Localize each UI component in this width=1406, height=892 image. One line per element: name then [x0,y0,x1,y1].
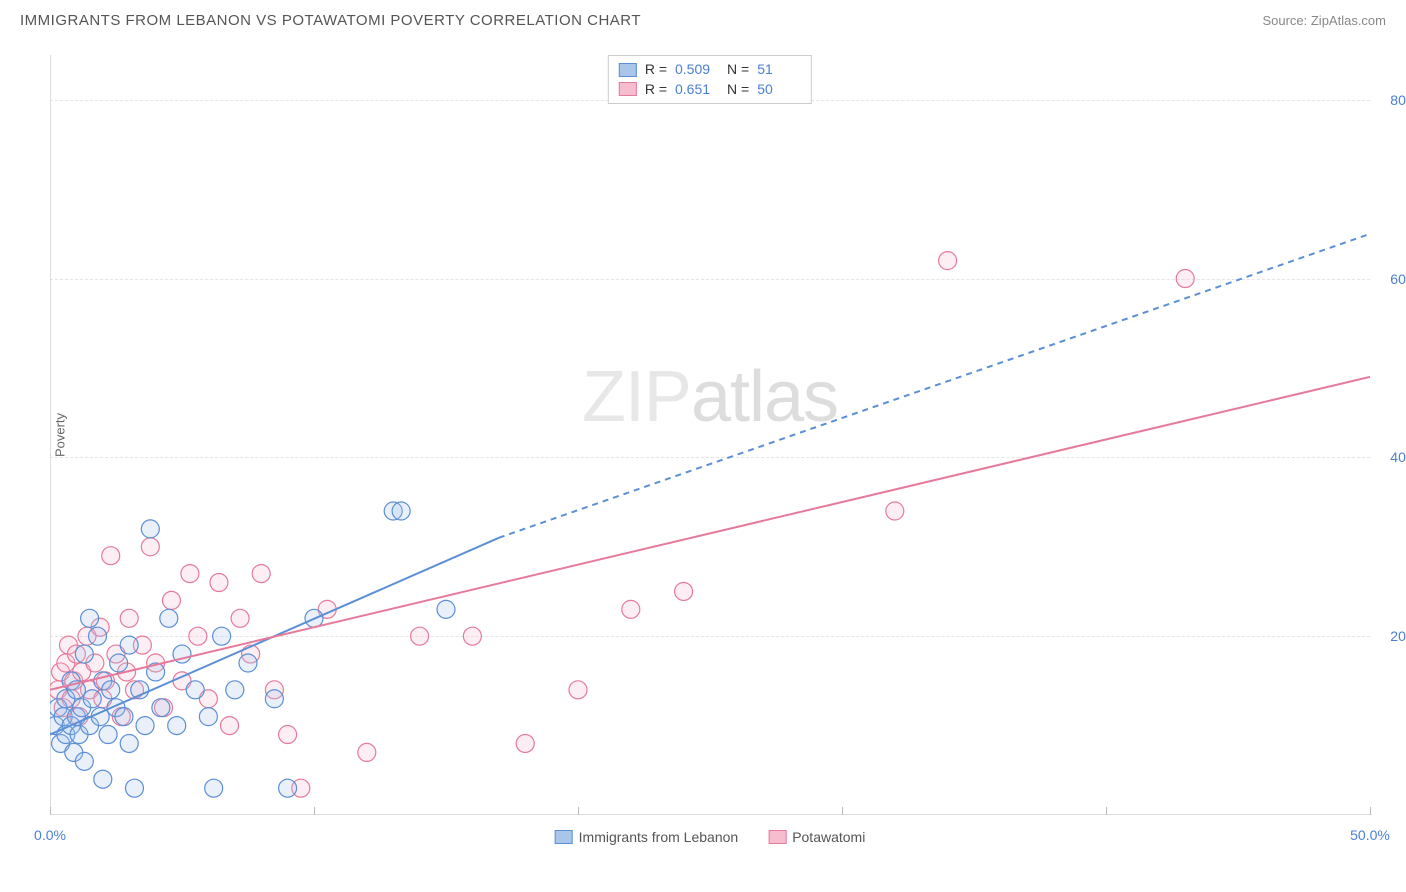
data-point [939,252,957,270]
data-point [160,609,178,627]
r-label: R = [645,60,667,80]
data-point [622,600,640,618]
data-point [210,574,228,592]
data-point [411,627,429,645]
data-point [265,690,283,708]
n-label: N = [727,60,749,80]
data-point [279,779,297,797]
scatter-plot [50,55,1370,815]
data-point [221,717,239,735]
data-point [463,627,481,645]
x-tick-mark [578,807,579,815]
x-tick-mark [1106,807,1107,815]
data-point [1176,270,1194,288]
data-point [181,565,199,583]
data-point [75,645,93,663]
y-tick-label: 20.0% [1390,628,1406,644]
data-point [115,708,133,726]
legend-item: Potawatomi [768,829,865,845]
data-point [168,717,186,735]
legend-series: Immigrants from Lebanon Potawatomi [555,829,866,845]
data-point [136,717,154,735]
data-point [125,779,143,797]
data-point [102,681,120,699]
legend-label: Immigrants from Lebanon [579,829,739,845]
x-tick-label: 0.0% [34,827,66,843]
x-tick-mark [50,807,51,815]
data-point [199,708,217,726]
data-point [83,690,101,708]
n-value: 51 [757,60,801,80]
data-point [279,726,297,744]
data-point [120,609,138,627]
source-link[interactable]: ZipAtlas.com [1311,13,1386,28]
data-point [205,779,223,797]
chart-container: Poverty ZIPatlas R =0.509N =51R =0.651N … [50,55,1370,815]
data-point [141,520,159,538]
data-point [569,681,587,699]
r-label: R = [645,80,667,100]
data-point [213,627,231,645]
legend-stats: R = 0.509 N = 51 R = 0.651 N = 50 [608,55,812,104]
data-point [516,734,534,752]
data-point [886,502,904,520]
data-point [392,502,410,520]
legend-label: Potawatomi [792,829,865,845]
data-point [99,726,117,744]
data-point [110,654,128,672]
source-attribution: Source: ZipAtlas.com [1262,13,1386,28]
data-point [186,681,204,699]
data-point [231,609,249,627]
y-tick-label: 60.0% [1390,271,1406,287]
y-tick-label: 80.0% [1390,92,1406,108]
data-point [141,538,159,556]
x-tick-label: 50.0% [1350,827,1390,843]
data-point [358,743,376,761]
legend-stat-row: R = 0.651 N = 50 [619,80,801,100]
x-tick-mark [314,807,315,815]
data-point [189,627,207,645]
data-point [75,752,93,770]
trend-line [50,377,1370,690]
n-value: 50 [757,80,801,100]
data-point [226,681,244,699]
data-point [89,627,107,645]
legend-swatch [619,63,637,77]
r-value: 0.509 [675,60,719,80]
data-point [437,600,455,618]
chart-title: IMMIGRANTS FROM LEBANON VS POTAWATOMI PO… [20,12,641,29]
r-value: 0.651 [675,80,719,100]
trend-line-extrapolated [499,234,1370,538]
data-point [102,547,120,565]
legend-item: Immigrants from Lebanon [555,829,739,845]
data-point [120,636,138,654]
legend-swatch [768,830,786,844]
data-point [120,734,138,752]
data-point [252,565,270,583]
data-point [675,582,693,600]
y-tick-label: 40.0% [1390,449,1406,465]
data-point [94,770,112,788]
n-label: N = [727,80,749,100]
x-tick-mark [1370,807,1371,815]
legend-swatch [619,82,637,96]
legend-swatch [555,830,573,844]
x-tick-mark [842,807,843,815]
data-point [239,654,257,672]
data-point [162,591,180,609]
legend-stat-row: R = 0.509 N = 51 [619,60,801,80]
data-point [152,699,170,717]
data-point [81,609,99,627]
